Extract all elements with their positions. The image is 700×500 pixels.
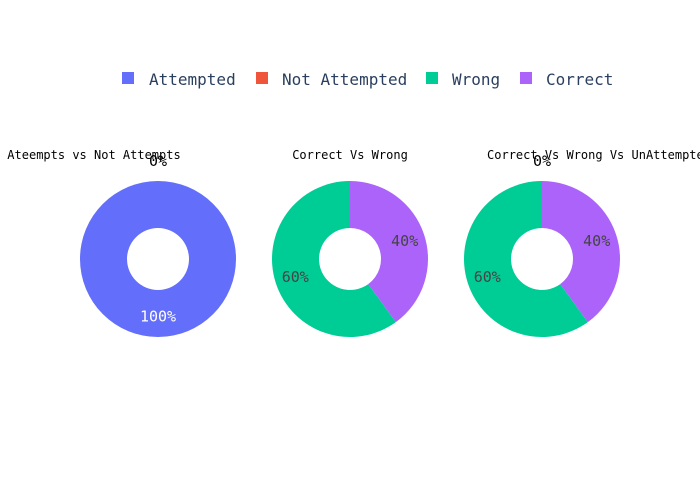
slice-label-correct: 40% (391, 232, 418, 250)
donut-chart-1: Ateempts vs Not Attempts 100% 0% (7, 148, 236, 337)
slice-label-wrong: 60% (474, 268, 501, 286)
legend-item-not-attempted[interactable]: Not Attempted (256, 70, 407, 89)
legend-label-correct[interactable]: Correct (546, 70, 613, 89)
chart-title-2: Correct Vs Wrong (292, 148, 408, 162)
legend-label-not-attempted[interactable]: Not Attempted (282, 70, 407, 89)
legend: Attempted Not Attempted Wrong Correct (122, 70, 613, 89)
legend-swatch-not-attempted[interactable] (256, 72, 268, 84)
slice-label-wrong: 60% (282, 268, 309, 286)
chart-title-3: Correct Vs Wrong Vs UnAttempted (487, 148, 700, 162)
slice-wrong[interactable] (463, 181, 588, 337)
legend-item-correct[interactable]: Correct (520, 70, 613, 89)
legend-item-attempted[interactable]: Attempted (122, 70, 236, 89)
slice-label-not-attempted: 0% (533, 152, 551, 170)
slice-correct[interactable] (350, 181, 428, 323)
donut-chart-2: Correct Vs Wrong 60% 40% (271, 148, 428, 337)
slice-wrong[interactable] (271, 181, 396, 337)
legend-swatch-correct[interactable] (520, 72, 532, 84)
legend-label-attempted[interactable]: Attempted (149, 70, 236, 89)
legend-label-wrong[interactable]: Wrong (452, 70, 500, 89)
donut-chart-3: Correct Vs Wrong Vs UnAttempted 60% 40% 0% (463, 148, 700, 337)
slice-label-attempted: 100% (140, 308, 176, 326)
slice-correct[interactable] (542, 181, 620, 323)
chart-title-1: Ateempts vs Not Attempts (7, 148, 180, 162)
slice-label-correct: 40% (583, 232, 610, 250)
slice-label-not-attempted: 0% (149, 152, 167, 170)
legend-swatch-wrong[interactable] (426, 72, 438, 84)
legend-item-wrong[interactable]: Wrong (426, 70, 500, 89)
legend-swatch-attempted[interactable] (122, 72, 134, 84)
slice-attempted[interactable] (80, 181, 236, 337)
